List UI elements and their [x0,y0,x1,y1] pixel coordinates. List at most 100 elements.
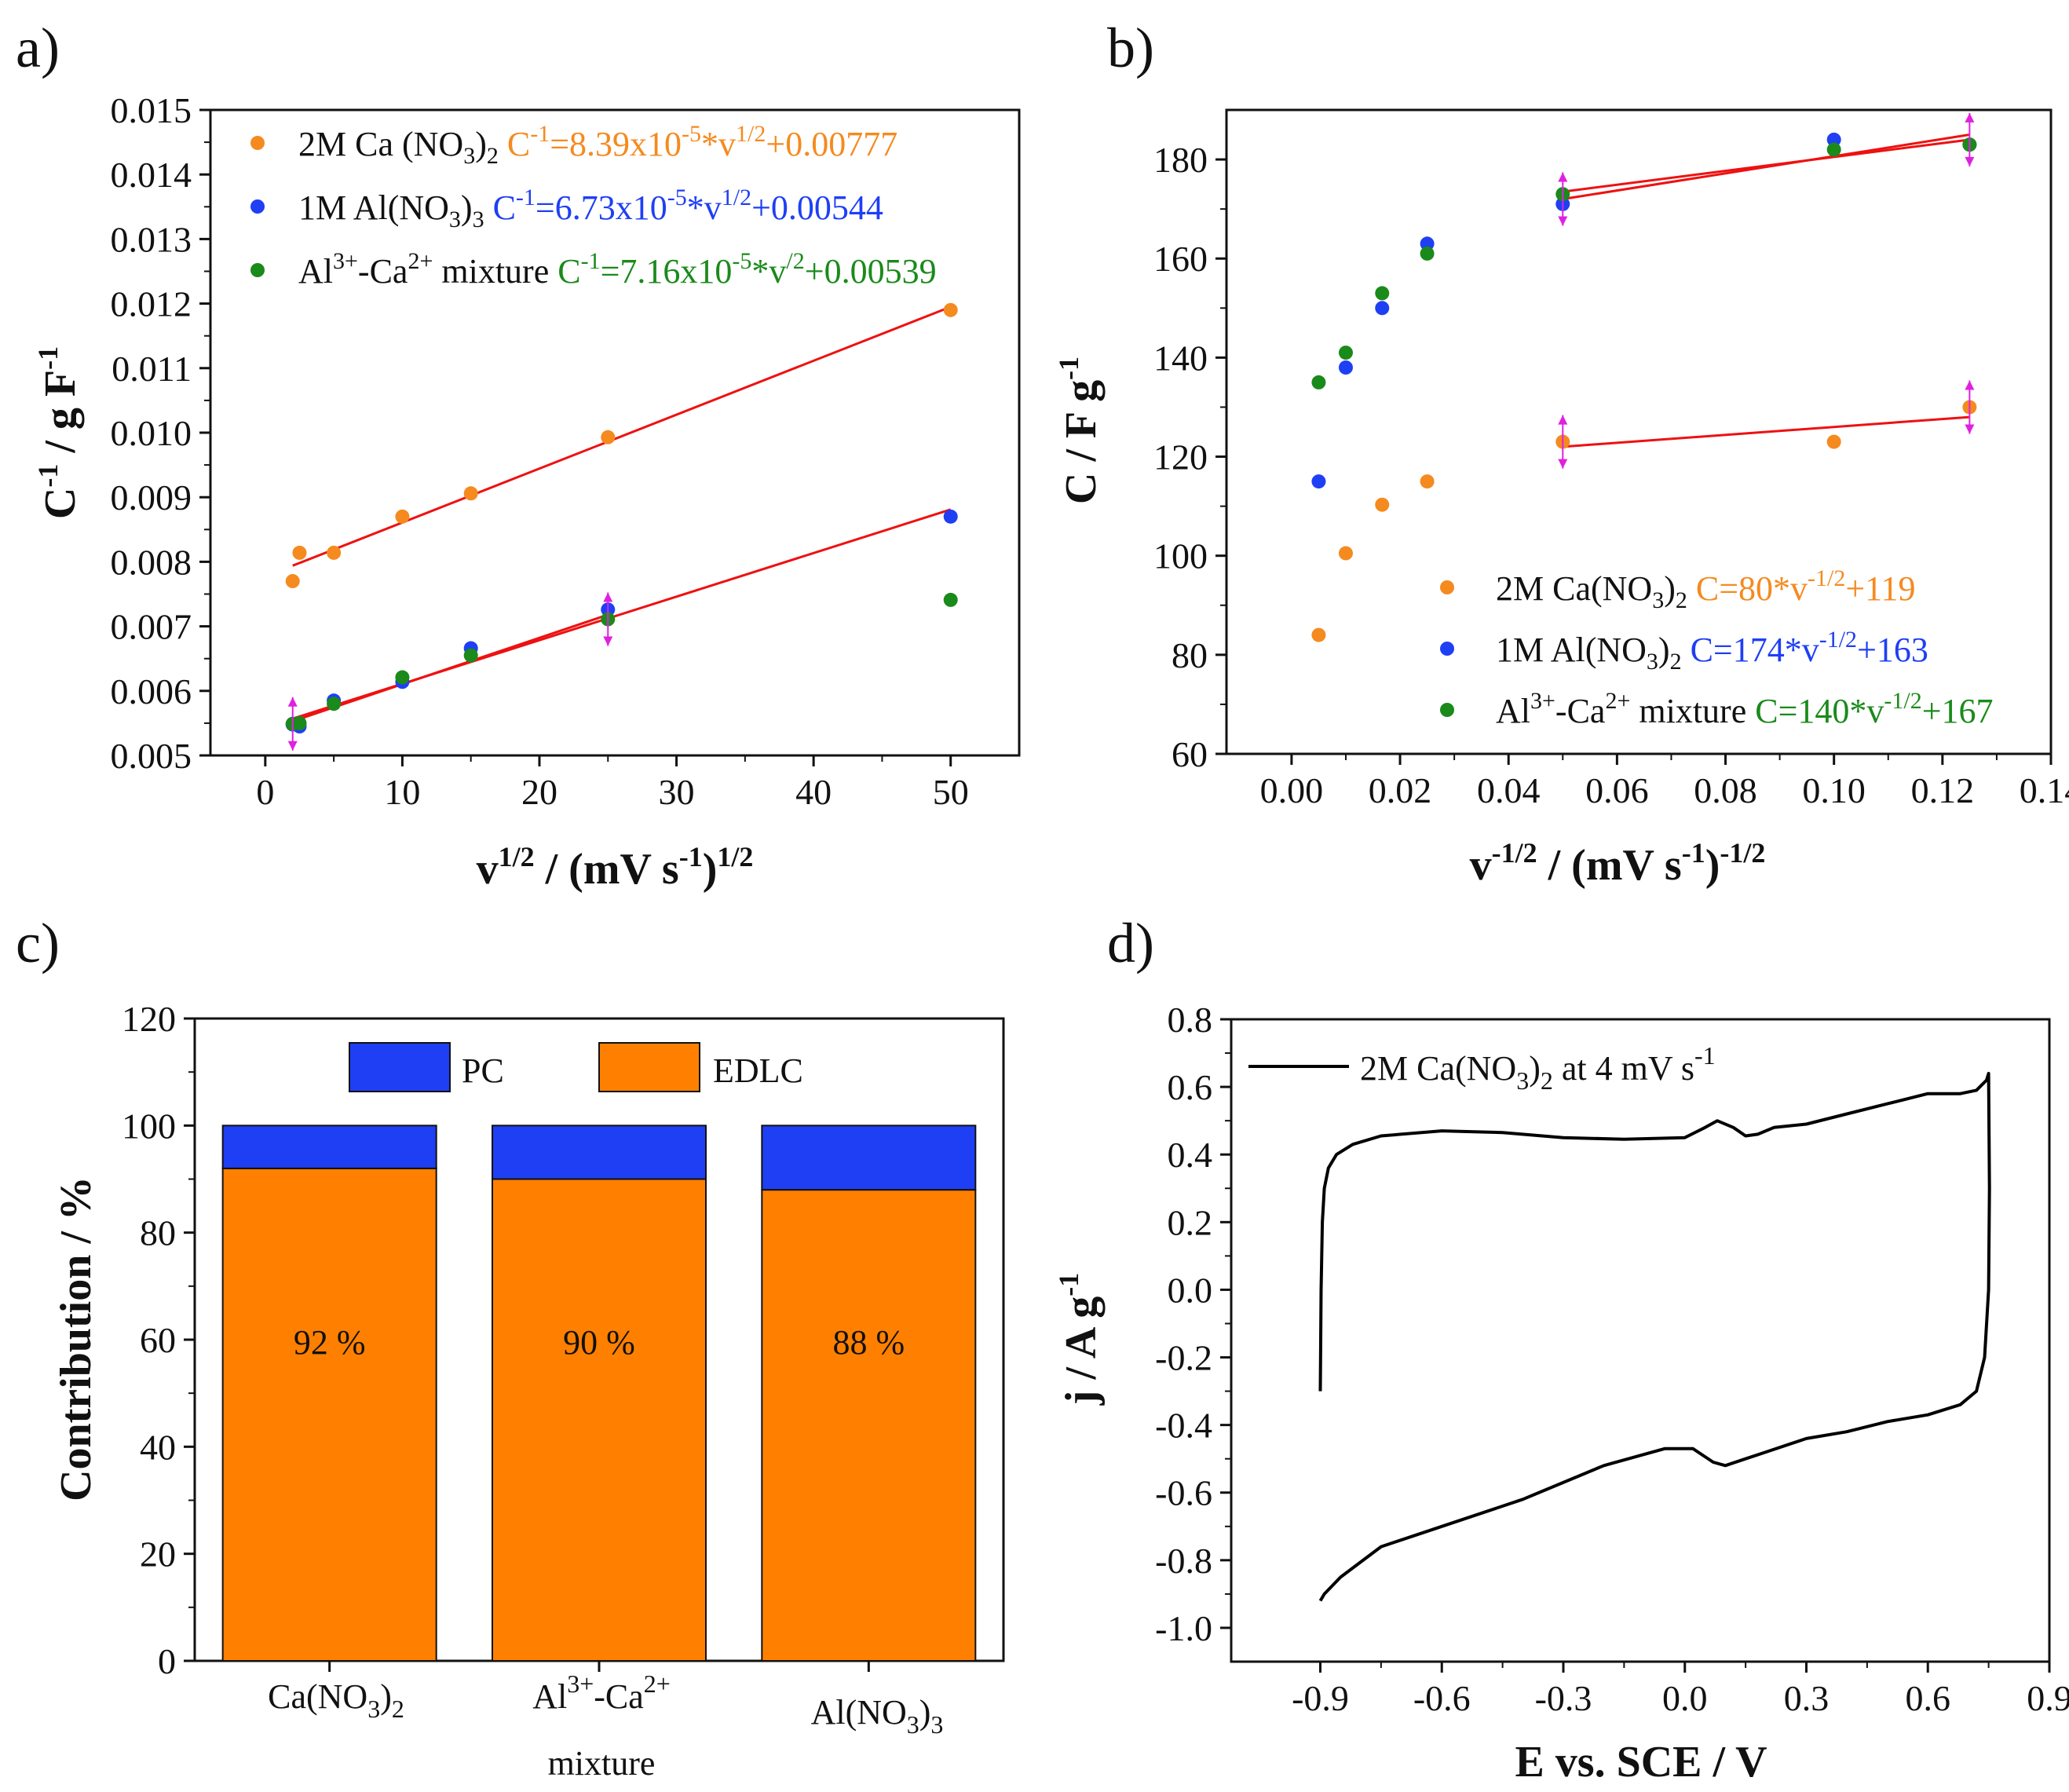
panel-a-fit-line-2 [292,613,609,722]
panel-d-ytick-label-2: -0.6 [1155,1473,1212,1513]
panel-b-point-s1-0 [1311,474,1326,489]
panel-a-xlabel: v1/2 / (mV s-1)1/2 [477,841,754,894]
panel-b-ytick-label-6: 180 [1153,140,1208,180]
panel-b-xlabel: v-1/2 / (mV s-1)-1/2 [1470,837,1766,890]
panel-d-ytick-label-9: 0.8 [1168,1000,1213,1040]
panel-a-ytick-label-9: 0.014 [111,155,192,195]
panel-d-xtick-label-1: -0.6 [1413,1678,1471,1718]
panel-b-fit-lines [1563,133,1970,448]
panel-c-ytick-label-1: 20 [140,1534,176,1574]
panel-d-ytick-label-5: 0.0 [1168,1270,1213,1310]
panel-c-axes: 0 20 40 60 80 100 120 [122,999,195,1681]
legend-b-marker-ca [1440,580,1454,594]
panel-a-point-s0-0 [285,574,300,589]
panel-d-xtick-label-6: 0.9 [2027,1678,2069,1718]
panel-b-point-s2-3 [1420,246,1435,261]
panel-b-xtick-label-3: 0.06 [1585,770,1649,810]
legend-d-text: 2M Ca(NO3)2 at 4 mV s-1 [1360,1041,1716,1095]
panel-a-ytick-label-4: 0.009 [111,477,192,517]
panel-c-label: c) [16,912,60,975]
panel-b-xtick-label-5: 0.10 [1802,770,1866,810]
legend-c-edlc-swatch [598,1042,700,1092]
panel-a-xtick-label-1: 10 [384,772,420,812]
panel-a-xtick-label-4: 40 [795,772,832,812]
panel-a-ytick-label-3: 0.008 [111,542,192,582]
panel-c-ytick-label-2: 40 [140,1427,176,1467]
panel-b-xtick-label-7: 0.14 [2020,770,2069,810]
bar-pc-1 [492,1125,707,1180]
panel-b-point-s0-5 [1826,434,1841,449]
panel-d-xtick-label-0: -0.9 [1292,1678,1349,1718]
legend-b-marker-al [1440,642,1454,656]
panel-a-ytick-label-10: 0.015 [111,90,192,130]
panel-d-ytick-label-3: -0.4 [1155,1406,1212,1446]
panel-d-ytick-label-7: 0.4 [1168,1135,1213,1175]
panel-a-point-s0-1 [292,545,307,560]
legend-a-ca: 2M Ca (NO3)2 C-1=8.39x10-5*v1/2+0.00777 [298,121,897,169]
legend-marker-ca [250,136,265,150]
panel-d-ytick-label-0: -1.0 [1155,1608,1212,1648]
panel-b-ylabel: C / F g-1 [1053,357,1106,504]
panel-a-legend: 2M Ca (NO3)2 C-1=8.39x10-5*v1/2+0.00777 … [250,121,937,291]
panel-a-point-s2-3 [395,670,410,685]
bar-edlc-1 [492,1178,707,1662]
category-label-mix: Al3+-Ca2+ [532,1669,671,1716]
bar-label-2: 88 % [833,1323,905,1362]
legend-b-ca: 2M Ca(NO3)2 C=80*v-1/2+119 [1496,565,1916,613]
bar-edlc-2 [761,1189,977,1662]
panel-b-label: b) [1107,16,1154,79]
panel-d: d) -0.9 -0.6 -0.3 0.0 0.3 0.6 0.9-1.0-0.8-0.6-… [1053,912,2069,1787]
panel-b-fit-line-2 [1563,138,1970,193]
cv-curve-line [1318,1071,1991,1602]
legend-b-marker-mix [1440,703,1454,717]
panel-c: c) 0 20 40 60 80 100 120 92 % 90 % 88 % Contribu… [16,912,1005,1783]
panel-a-ytick-label-5: 0.010 [111,413,192,453]
panel-d-xtick-label-5: 0.6 [1905,1678,1950,1718]
panel-b-point-s1-3 [1420,236,1435,251]
panel-b-xtick-label-0: 0.00 [1260,770,1324,810]
panel-b-point-s0-0 [1311,627,1326,642]
panel-a-point-s0-4 [463,486,478,501]
panel-b-point-s0-1 [1338,546,1353,561]
panel-a-label: a) [16,16,60,79]
panel-d-ylabel: j / A g-1 [1053,1273,1106,1406]
panel-b-ytick-label-4: 140 [1153,338,1208,378]
panel-d-ytick-label-1: -0.8 [1155,1541,1212,1581]
panel-a-point-s0-6 [943,302,958,317]
panel-d-ytick-label-8: 0.6 [1168,1067,1213,1107]
panel-b-point-s0-3 [1420,474,1435,489]
panel-b-point-s1-1 [1338,360,1353,375]
panel-b-ytick-label-3: 120 [1153,437,1208,477]
legend-c-pc-swatch [349,1042,451,1092]
panel-a-ytick-label-7: 0.012 [111,284,192,324]
panel-b-ytick-label-5: 160 [1153,239,1208,279]
panel-b-xtick-label-2: 0.04 [1477,770,1541,810]
panel-b-point-s2-2 [1375,286,1390,301]
panel-b-xtick-label-4: 0.08 [1694,770,1757,810]
panel-b-ytick-label-0: 60 [1172,734,1208,774]
panel-b-fit-line-0 [1563,415,1970,448]
panel-b-point-s2-0 [1311,375,1326,389]
panel-b-data-points [1311,112,1977,642]
panel-a: a) 0 10 20 30 40 500.0050.0060.0070.0080.0090… [16,16,1021,894]
panel-a-point-s2-4 [463,648,478,663]
panel-a-fit-line-0 [292,305,952,567]
panel-d-xtick-label-4: 0.3 [1784,1678,1830,1718]
panel-d-xtick-label-3: 0.0 [1662,1678,1708,1718]
panel-b-point-s2-5 [1826,142,1841,157]
panel-a-ytick-label-1: 0.006 [111,671,192,711]
panel-b-point-s2-1 [1338,346,1353,360]
panel-c-ytick-label-5: 100 [122,1106,176,1146]
panel-b-axes: 0.00 0.02 0.04 0.06 0.08 0.10 0.12 0.14 60 80 100 1… [1153,140,2069,810]
panel-d-axes: -0.9 -0.6 -0.3 0.0 0.3 0.6 0.9 -1.0 -0.8 -0.6 -0.4… [1155,1000,2069,1718]
panel-d-xlabel: E vs. SCE / V [1515,1738,1767,1787]
legend-b-mix: Al3+-Ca2+ mixture C=140*v-1/2+167 [1496,688,1994,730]
legend-marker-al [250,199,265,214]
panel-b-point-s1-2 [1375,301,1390,316]
panel-a-xtick-label-3: 30 [659,772,695,812]
panel-a-xtick-label-0: 0 [256,772,274,812]
panel-a-point-s0-3 [395,509,410,524]
panel-d-legend: 2M Ca(NO3)2 at 4 mV s-1 [1248,1041,1716,1095]
panel-d-label: d) [1107,912,1154,975]
